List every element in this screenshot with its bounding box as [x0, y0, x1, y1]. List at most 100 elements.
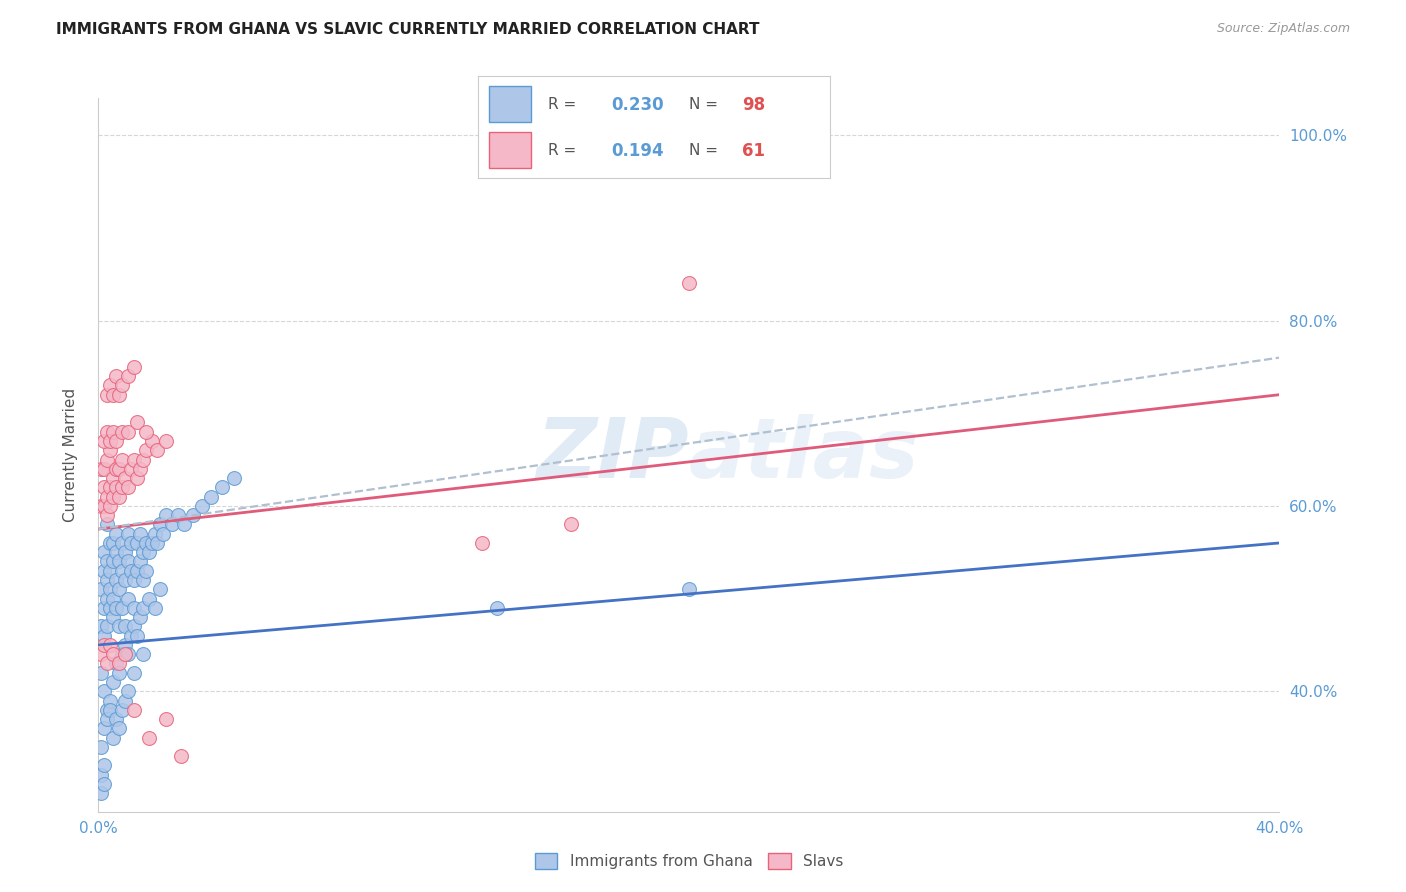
Point	[155, 434, 177, 448]
Point	[103, 675, 125, 690]
Point	[132, 545, 155, 559]
Point	[111, 452, 134, 467]
Point	[114, 638, 136, 652]
Point	[114, 619, 136, 633]
Point	[108, 619, 131, 633]
Point	[90, 739, 112, 754]
Point	[125, 536, 148, 550]
Point	[105, 526, 128, 541]
Point	[98, 443, 121, 458]
Point	[170, 749, 193, 764]
Point	[105, 462, 128, 476]
Point	[125, 416, 148, 430]
Point	[90, 619, 112, 633]
Point	[93, 434, 115, 448]
Text: 98: 98	[742, 95, 765, 113]
Point	[111, 600, 134, 615]
Text: 0.194: 0.194	[612, 142, 664, 160]
Point	[105, 369, 128, 384]
Point	[125, 629, 148, 643]
Point	[122, 665, 145, 680]
Point	[128, 610, 150, 624]
Point	[162, 517, 183, 532]
Point	[96, 517, 118, 532]
Point	[90, 767, 112, 781]
Point	[117, 591, 139, 606]
Point	[678, 277, 700, 291]
Legend: Immigrants from Ghana, Slavs: Immigrants from Ghana, Slavs	[529, 847, 849, 875]
Point	[96, 712, 118, 726]
Point	[96, 573, 118, 587]
Point	[103, 731, 125, 745]
Point	[173, 517, 195, 532]
Point	[90, 647, 112, 661]
Point	[98, 378, 121, 392]
Point	[98, 434, 121, 448]
Point	[122, 619, 145, 633]
Point	[135, 564, 157, 578]
Point	[103, 387, 125, 401]
Text: IMMIGRANTS FROM GHANA VS SLAVIC CURRENTLY MARRIED CORRELATION CHART: IMMIGRANTS FROM GHANA VS SLAVIC CURRENTL…	[56, 22, 759, 37]
Point	[111, 647, 134, 661]
Point	[98, 499, 121, 513]
Text: 61: 61	[742, 142, 765, 160]
Point	[98, 536, 121, 550]
Point	[103, 554, 125, 568]
Point	[125, 564, 148, 578]
Text: atlas: atlas	[689, 415, 920, 495]
Point	[146, 536, 169, 550]
Point	[132, 600, 155, 615]
Point	[181, 508, 204, 523]
Text: 0.230: 0.230	[612, 95, 664, 113]
Point	[108, 387, 131, 401]
Point	[120, 564, 142, 578]
Point	[111, 425, 134, 439]
Point	[128, 462, 150, 476]
Point	[138, 731, 160, 745]
Point	[98, 480, 121, 494]
Point	[486, 600, 509, 615]
Point	[122, 573, 145, 587]
Point	[167, 508, 190, 523]
Point	[103, 490, 125, 504]
Point	[103, 610, 125, 624]
Point	[90, 582, 112, 597]
Text: N =: N =	[689, 97, 718, 112]
Point	[93, 638, 115, 652]
Point	[93, 629, 115, 643]
Point	[135, 536, 157, 550]
Point	[149, 582, 172, 597]
Y-axis label: Currently Married: Currently Married	[63, 388, 77, 522]
Point	[96, 508, 118, 523]
Point	[471, 536, 494, 550]
Point	[143, 526, 166, 541]
Point	[114, 545, 136, 559]
Point	[678, 582, 700, 597]
Point	[105, 573, 128, 587]
Point	[141, 434, 163, 448]
Point	[96, 657, 118, 671]
Point	[138, 545, 160, 559]
Point	[114, 471, 136, 485]
Point	[103, 471, 125, 485]
Point	[117, 684, 139, 698]
Point	[117, 526, 139, 541]
Point	[191, 499, 214, 513]
Point	[90, 499, 112, 513]
Point	[122, 452, 145, 467]
Point	[105, 600, 128, 615]
Point	[103, 536, 125, 550]
Point	[200, 490, 222, 504]
Point	[117, 425, 139, 439]
Point	[152, 526, 174, 541]
Point	[155, 508, 177, 523]
Point	[96, 452, 118, 467]
Point	[111, 703, 134, 717]
Point	[132, 452, 155, 467]
Point	[135, 425, 157, 439]
Point	[96, 425, 118, 439]
Point	[120, 629, 142, 643]
Point	[117, 480, 139, 494]
Point	[117, 554, 139, 568]
Point	[120, 462, 142, 476]
